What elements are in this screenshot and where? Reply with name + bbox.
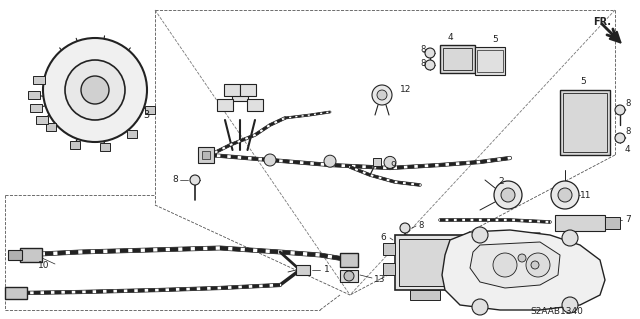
Text: 5: 5 xyxy=(492,34,498,43)
Bar xyxy=(383,243,395,255)
Circle shape xyxy=(531,261,539,269)
Text: 9: 9 xyxy=(390,160,396,169)
Bar xyxy=(383,263,395,275)
Bar xyxy=(232,89,248,101)
Bar xyxy=(373,158,381,166)
Bar xyxy=(5,287,27,299)
Bar xyxy=(202,151,210,159)
Circle shape xyxy=(43,38,147,142)
Circle shape xyxy=(494,181,522,209)
Circle shape xyxy=(615,105,625,115)
Bar xyxy=(440,45,475,73)
Circle shape xyxy=(377,90,387,100)
Circle shape xyxy=(425,48,435,58)
Circle shape xyxy=(324,155,336,167)
Circle shape xyxy=(344,271,354,281)
Bar xyxy=(100,143,110,151)
Circle shape xyxy=(400,223,410,233)
Bar xyxy=(563,93,607,152)
Bar xyxy=(555,215,605,231)
Text: 7: 7 xyxy=(625,216,631,225)
Bar xyxy=(217,99,233,111)
Bar xyxy=(410,290,440,300)
Circle shape xyxy=(526,253,550,277)
Circle shape xyxy=(562,297,578,313)
Bar xyxy=(30,104,42,112)
Text: 10: 10 xyxy=(38,261,49,270)
Text: 13: 13 xyxy=(374,276,385,285)
Bar xyxy=(20,248,42,262)
Bar xyxy=(443,48,472,70)
Polygon shape xyxy=(470,242,560,288)
Bar xyxy=(560,90,610,155)
Bar xyxy=(224,84,240,96)
Text: 3: 3 xyxy=(143,110,149,120)
Text: 8: 8 xyxy=(420,58,426,68)
Polygon shape xyxy=(442,230,605,310)
Bar xyxy=(198,147,214,163)
Circle shape xyxy=(493,253,517,277)
Text: 6: 6 xyxy=(380,234,386,242)
Text: S2AAB1340: S2AAB1340 xyxy=(530,308,583,316)
Bar xyxy=(8,250,22,260)
Bar xyxy=(475,47,505,75)
Text: 4: 4 xyxy=(625,145,630,154)
Circle shape xyxy=(81,76,109,104)
Circle shape xyxy=(190,175,200,185)
Circle shape xyxy=(264,154,276,166)
Bar xyxy=(36,116,48,124)
Text: 8: 8 xyxy=(625,128,630,137)
Circle shape xyxy=(615,133,625,143)
Circle shape xyxy=(384,156,396,168)
Circle shape xyxy=(65,60,125,120)
Circle shape xyxy=(562,230,578,246)
Text: 5: 5 xyxy=(580,77,586,85)
Circle shape xyxy=(551,181,579,209)
Text: 8: 8 xyxy=(625,100,630,108)
Text: 2: 2 xyxy=(498,177,504,187)
Bar xyxy=(395,235,470,290)
Bar xyxy=(247,99,263,111)
Bar xyxy=(340,270,358,282)
Bar xyxy=(28,91,40,99)
Text: FR.: FR. xyxy=(593,17,611,27)
Bar xyxy=(605,217,620,229)
Text: 8: 8 xyxy=(418,221,424,231)
Text: 8: 8 xyxy=(172,175,178,184)
Bar xyxy=(45,123,56,131)
Bar xyxy=(296,265,310,275)
Circle shape xyxy=(372,85,392,105)
Circle shape xyxy=(558,188,572,202)
Circle shape xyxy=(518,254,526,262)
Text: 12: 12 xyxy=(400,85,412,94)
Bar xyxy=(340,253,358,267)
Circle shape xyxy=(472,299,488,315)
Circle shape xyxy=(472,227,488,243)
Circle shape xyxy=(425,60,435,70)
Text: 8: 8 xyxy=(420,46,426,55)
Text: 1: 1 xyxy=(324,265,330,275)
Bar xyxy=(127,130,138,138)
Bar xyxy=(145,106,154,114)
Bar xyxy=(70,140,80,149)
Bar xyxy=(240,84,256,96)
Text: 4: 4 xyxy=(448,33,454,41)
Bar xyxy=(477,50,503,72)
Text: 11: 11 xyxy=(580,190,591,199)
Bar xyxy=(399,239,466,286)
Circle shape xyxy=(501,188,515,202)
Bar xyxy=(33,76,45,84)
